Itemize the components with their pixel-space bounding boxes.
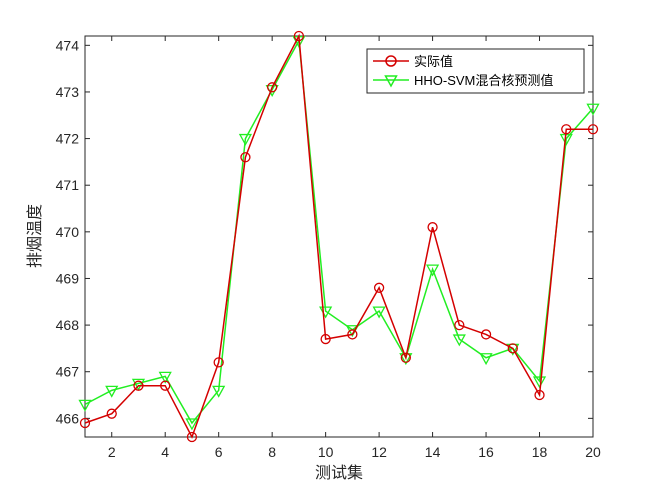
data-point-actual: [400, 352, 411, 363]
y-tick-label: 470: [56, 224, 80, 240]
axis-ticks: 2 4 6 8 10 12 14 16 18 20466467468469470471472473…: [56, 36, 601, 460]
y-tick-label: 472: [56, 131, 80, 147]
legend: 实际值 HHO-SVM混合核预测值: [366, 48, 585, 94]
data-point-actual: [293, 30, 305, 42]
x-tick-label: 20: [585, 444, 601, 460]
x-tick-label: 4: [161, 444, 169, 460]
data-point-actual: [213, 357, 224, 368]
data-point-actual: [186, 431, 198, 443]
y-tick-label: 466: [56, 410, 80, 426]
x-tick-label: 16: [478, 444, 494, 460]
data-point-predicted: [372, 306, 386, 319]
data-point-actual: [133, 380, 144, 391]
data-point-actual: [347, 329, 358, 340]
data-point-predicted: [452, 334, 466, 347]
legend-label-actual: 实际值: [414, 54, 453, 69]
data-point-predicted: [212, 385, 226, 398]
plot-area: [84, 35, 594, 438]
data-point-actual: [454, 319, 465, 331]
data-point-actual: [561, 124, 572, 135]
data-point-predicted: [185, 418, 199, 431]
x-tick-label: 14: [425, 444, 441, 460]
x-tick-label: 6: [215, 444, 223, 460]
x-tick-label: 18: [532, 444, 548, 460]
x-tick-label: 10: [318, 444, 334, 460]
data-point-predicted: [479, 353, 493, 366]
data-point-actual: [427, 222, 438, 233]
x-tick-label: 2: [108, 444, 116, 460]
y-tick-label: 469: [56, 270, 80, 286]
data-point-actual: [373, 282, 385, 293]
series-layer: [78, 30, 600, 443]
y-tick-label: 467: [56, 364, 80, 380]
data-point-actual: [240, 152, 251, 163]
data-point-predicted: [131, 378, 146, 391]
data-point-predicted: [425, 264, 440, 277]
y-tick-label: 471: [56, 177, 80, 193]
data-point-actual: [267, 82, 278, 93]
data-point-actual: [534, 389, 545, 401]
x-tick-label: 8: [268, 444, 276, 460]
legend-marker-predicted: [384, 75, 398, 88]
legend-label-predicted: HHO-SVM混合核预测值: [414, 73, 553, 88]
y-tick-label: 473: [56, 84, 80, 100]
y-tick-label: 474: [56, 37, 80, 53]
data-point-actual: [106, 408, 117, 419]
x-axis-label: 测试集: [315, 463, 363, 482]
data-point-actual: [480, 329, 492, 340]
data-point-actual: [160, 380, 171, 391]
legend-marker-actual: [385, 55, 397, 67]
data-point-predicted: [586, 103, 600, 116]
data-point-actual: [79, 417, 91, 429]
data-point-actual: [507, 343, 518, 354]
data-point-predicted: [78, 399, 92, 412]
legend-box: [366, 48, 585, 94]
y-tick-label: 468: [56, 317, 80, 333]
y-axis-label: 排烟温度: [25, 204, 44, 268]
data-point-predicted: [158, 371, 172, 384]
data-point-predicted: [238, 133, 253, 146]
data-point-actual: [587, 124, 599, 135]
data-point-predicted: [532, 376, 547, 389]
data-point-predicted: [105, 385, 119, 398]
x-tick-label: 12: [371, 444, 387, 460]
data-point-actual: [320, 333, 331, 345]
